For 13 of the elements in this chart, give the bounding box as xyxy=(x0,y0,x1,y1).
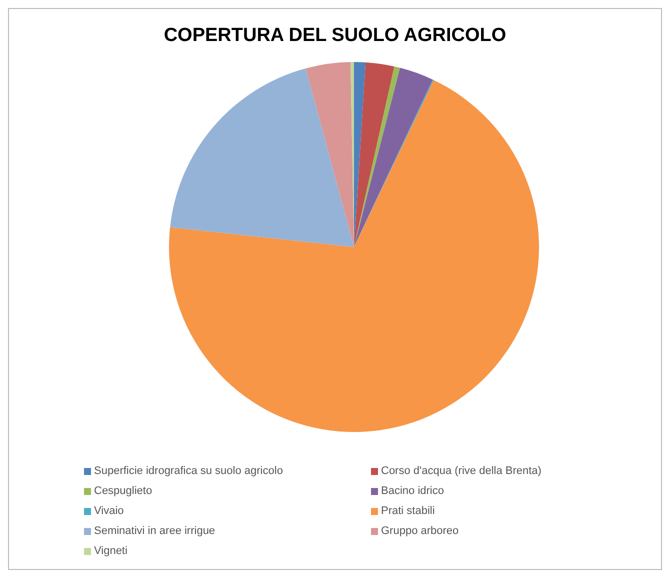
legend-label: Corso d'acqua (rive della Brenta) xyxy=(381,465,542,477)
pie-slice xyxy=(170,68,354,247)
legend-label: Bacino idrico xyxy=(381,485,444,497)
legend-label: Seminativi in aree irrigue xyxy=(94,525,216,537)
pie-slice xyxy=(306,62,354,247)
legend-label: Vigneti xyxy=(94,545,128,557)
legend-label: Cespuglieto xyxy=(94,485,152,497)
chart-title: COPERTURA DEL SUOLO AGRICOLO xyxy=(162,25,508,47)
legend-label: Gruppo arboreo xyxy=(381,525,459,537)
legend-label: Superficie idrografica su suolo agricolo xyxy=(94,465,283,477)
legend-label: Vivaio xyxy=(94,505,124,517)
pie-slice xyxy=(169,80,539,432)
legend-label: Prati stabili xyxy=(381,505,435,517)
